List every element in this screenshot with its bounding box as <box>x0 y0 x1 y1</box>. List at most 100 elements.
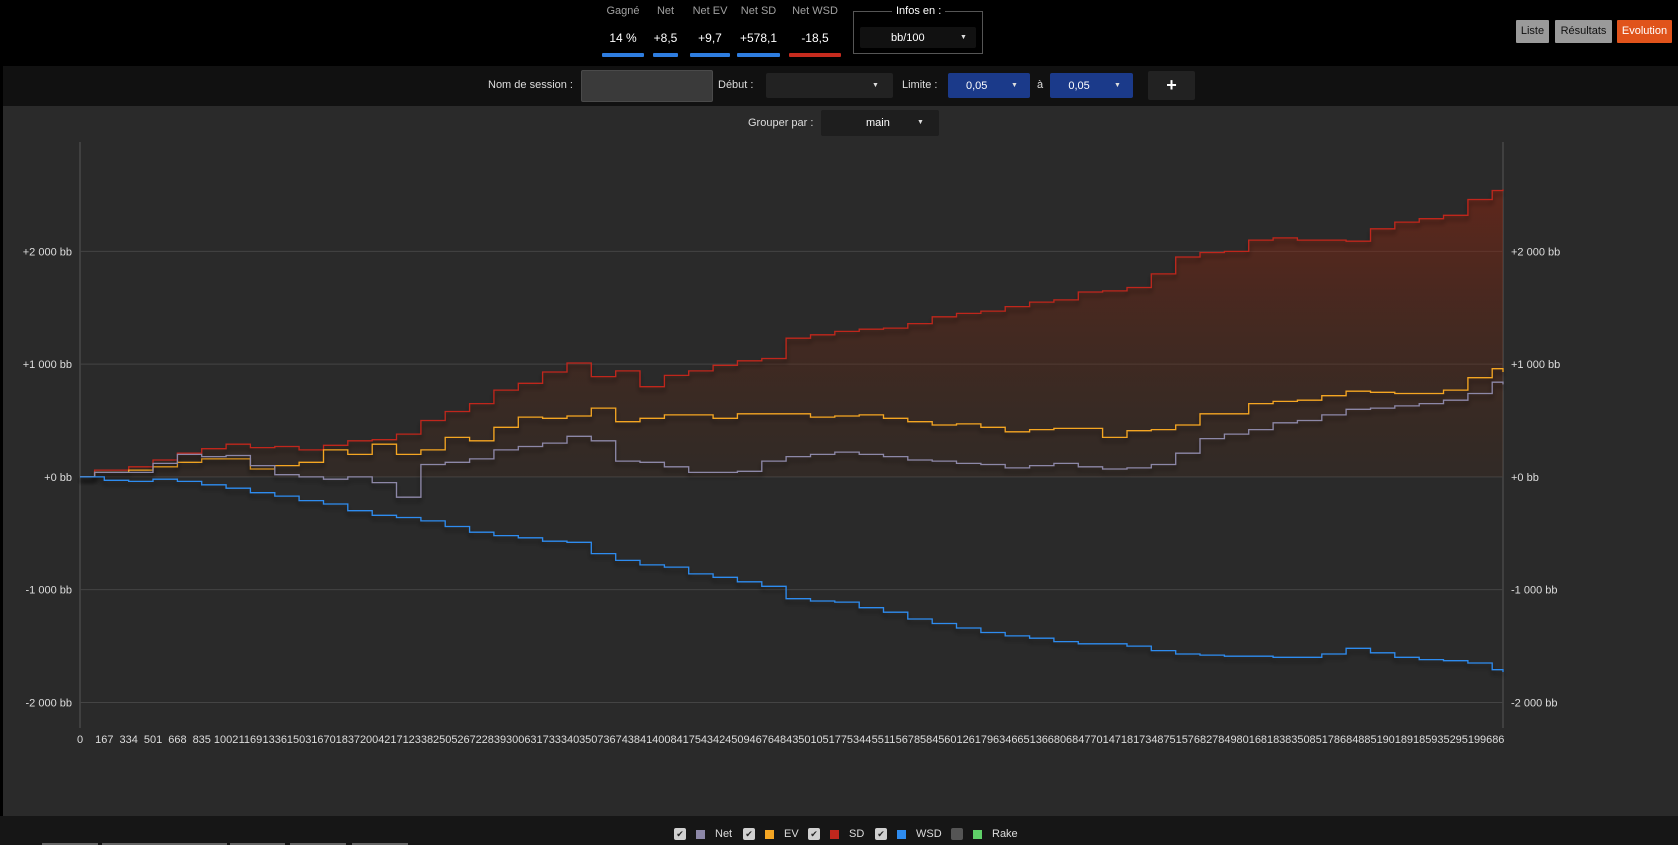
y-tick-label-right: +1 000 bb <box>1511 359 1560 371</box>
x-tick-label: 7181 <box>1115 734 1139 746</box>
x-tick-label: 1837 <box>336 734 360 746</box>
session-name-input[interactable] <box>581 70 713 102</box>
group-by-label: Grouper par : <box>748 117 814 129</box>
legend-swatch <box>696 830 705 839</box>
resultats-button[interactable]: Résultats <box>1555 20 1612 43</box>
x-tick-label: 7348 <box>1139 734 1163 746</box>
y-tick-label-left: +1 000 bb <box>23 359 72 371</box>
filter-bar: Nom de session : Début : ▼ Limite : 0,05… <box>3 66 1678 106</box>
legend-label: SD <box>849 828 865 840</box>
bottom-tab[interactable] <box>230 843 285 845</box>
stat-value: 14 % <box>609 31 637 45</box>
checkbox-icon[interactable]: ✔ <box>674 828 686 840</box>
x-tick-label: 5678 <box>896 734 920 746</box>
x-tick-label: 501 <box>144 734 162 746</box>
bottom-tab[interactable] <box>102 843 227 845</box>
bottom-tab[interactable] <box>290 843 346 845</box>
x-tick-label: 4676 <box>750 734 774 746</box>
stat-label: Net EV <box>692 5 728 17</box>
x-tick-label: 7515 <box>1163 734 1187 746</box>
limite-label: Limite : <box>902 79 938 91</box>
chart-axis-labels: +2 000 bb +2 000 bb +1 000 bb +1 000 bb +0 b… <box>23 246 1561 746</box>
checkbox-icon[interactable]: ✔ <box>808 828 820 840</box>
y-tick-label-left: +0 bb <box>44 472 72 484</box>
x-tick-label: 2839 <box>482 734 506 746</box>
chart-svg: +2 000 bb +2 000 bb +1 000 bb +1 000 bb +0 b… <box>23 142 1561 746</box>
x-tick-label: 668 <box>168 734 186 746</box>
x-tick-label: 9018 <box>1383 734 1407 746</box>
x-tick-label: 9185 <box>1407 734 1431 746</box>
debut-select[interactable]: ▼ <box>766 73 893 98</box>
series-line-ev <box>80 368 1504 478</box>
bottom-tab[interactable] <box>42 843 98 845</box>
chart-legend: ✔ Net ✔ EV ✔ SD ✔ WSD ✔ Rake <box>0 816 1678 845</box>
x-tick-label: 5511 <box>872 734 896 746</box>
y-tick-label-left: -2 000 bb <box>26 697 72 709</box>
x-tick-label: 0 <box>77 734 83 746</box>
infos-unit-value: bb/100 <box>891 32 925 44</box>
group-by-select[interactable]: main ▼ <box>821 110 939 136</box>
legend-swatch <box>765 830 774 839</box>
x-tick-label: 2171 <box>384 734 408 746</box>
stat-value: +578,1 <box>739 31 778 45</box>
x-tick-label: 5177 <box>823 734 847 746</box>
stat-label: Net <box>656 5 675 17</box>
liste-button[interactable]: Liste <box>1516 20 1549 43</box>
x-tick-label: 3507 <box>579 734 603 746</box>
series-line-wsd <box>80 476 1504 672</box>
stat-indicator-bar <box>690 53 730 57</box>
y-tick-label-right: -1 000 bb <box>1511 585 1557 597</box>
checkbox-icon[interactable]: ✔ <box>951 828 963 840</box>
x-tick-label: 4175 <box>676 734 700 746</box>
x-tick-label: 4008 <box>652 734 676 746</box>
x-tick-label: 3841 <box>628 734 652 746</box>
add-filter-button[interactable]: + <box>1148 71 1195 100</box>
x-tick-label: 6513 <box>1017 734 1041 746</box>
legend-label: Rake <box>992 828 1018 840</box>
stat-label: Gagné <box>606 5 640 17</box>
y-tick-label-right: +0 bb <box>1511 472 1539 484</box>
x-tick-label: 5344 <box>847 734 871 746</box>
x-tick-label: 4843 <box>774 734 798 746</box>
limite-to-value: 0,05 <box>1068 80 1090 92</box>
evolution-button[interactable]: Evolution <box>1617 20 1672 43</box>
x-tick-label: 835 <box>193 734 211 746</box>
bottom-tab[interactable] <box>352 843 408 845</box>
stat-indicator-bar <box>602 53 644 57</box>
x-tick-label: 8350 <box>1285 734 1309 746</box>
chevron-down-icon: ▼ <box>1114 82 1121 89</box>
stat-indicator-bar <box>653 53 678 57</box>
x-tick-label: 8684 <box>1334 734 1358 746</box>
legend-label: Net <box>715 828 733 840</box>
limite-to-select[interactable]: 0,05 ▼ <box>1050 73 1133 98</box>
checkbox-icon[interactable]: ✔ <box>743 828 755 840</box>
x-tick-label: 7682 <box>1188 734 1212 746</box>
stat-value: +8,5 <box>653 31 678 45</box>
chevron-down-icon: ▼ <box>872 82 879 89</box>
x-tick-label: 6680 <box>1042 734 1066 746</box>
x-tick-label: 9352 <box>1431 734 1455 746</box>
chevron-down-icon: ▼ <box>1011 82 1018 89</box>
x-tick-label: 9686 <box>1480 734 1504 746</box>
chart-fills <box>80 189 1503 477</box>
limite-from-select[interactable]: 0,05 ▼ <box>948 73 1030 98</box>
x-tick-label: 1503 <box>287 734 311 746</box>
x-tick-label: 2672 <box>457 734 481 746</box>
x-tick-label: 2004 <box>360 734 384 746</box>
series-line-net <box>80 381 1504 498</box>
legend-label: EV <box>784 828 799 840</box>
series-line-sd <box>80 189 1504 478</box>
group-bar: Grouper par : main ▼ <box>3 106 1678 140</box>
x-tick-label: 5845 <box>920 734 944 746</box>
checkbox-icon[interactable]: ✔ <box>875 828 887 840</box>
session-name-label: Nom de session : <box>488 79 573 91</box>
x-tick-label: 3340 <box>555 734 579 746</box>
x-tick-label: 7014 <box>1090 734 1114 746</box>
x-tick-label: 8851 <box>1358 734 1382 746</box>
infos-en-group: Infos en : bb/100 ▼ <box>853 5 983 54</box>
infos-unit-select[interactable]: bb/100 ▼ <box>860 27 976 48</box>
x-tick-label: 2505 <box>433 734 457 746</box>
chart-series <box>80 189 1504 672</box>
series-fill-sd <box>80 189 1503 477</box>
chevron-down-icon: ▼ <box>960 34 967 41</box>
